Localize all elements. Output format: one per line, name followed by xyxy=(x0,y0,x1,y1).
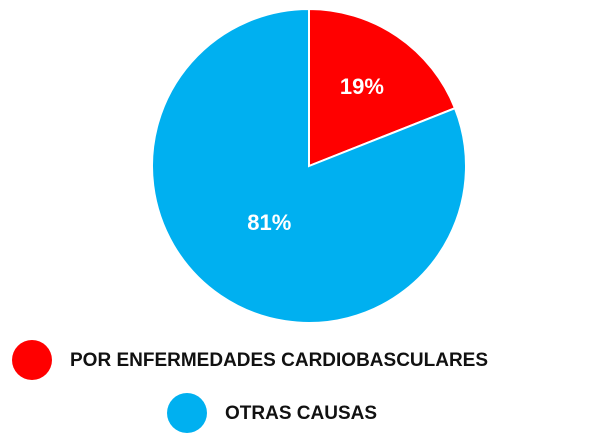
legend-swatch xyxy=(12,340,52,380)
pie-slice xyxy=(151,7,467,324)
data-label: 19% xyxy=(340,74,384,99)
pie-slice xyxy=(308,7,457,168)
legend-swatch xyxy=(167,393,207,433)
data-label: 81% xyxy=(247,210,291,235)
legend-label: OTRAS CAUSAS xyxy=(225,403,377,424)
legend-label: POR ENFERMEDADES CARDIOBASCULARES xyxy=(70,350,488,371)
